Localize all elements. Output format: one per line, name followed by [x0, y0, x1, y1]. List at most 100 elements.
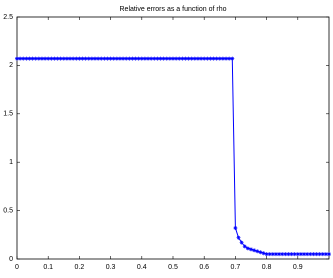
marker [149, 56, 154, 61]
marker [323, 252, 328, 257]
marker [255, 249, 260, 254]
marker [258, 250, 263, 255]
marker [117, 56, 122, 61]
marker [24, 56, 29, 61]
marker [249, 247, 253, 252]
marker [242, 244, 247, 249]
marker [308, 252, 313, 257]
marker [280, 252, 285, 257]
x-tick-label: 0.2 [75, 264, 85, 271]
marker [211, 56, 216, 61]
chart-title: Relative errors as a function of rho [120, 6, 227, 13]
marker [93, 56, 97, 61]
marker [292, 252, 297, 257]
marker [177, 56, 182, 61]
marker [233, 226, 238, 231]
marker [121, 56, 126, 61]
x-tick-label: 0.1 [43, 264, 53, 271]
marker [21, 56, 26, 61]
marker [199, 56, 204, 61]
marker [80, 56, 85, 61]
marker [158, 56, 163, 61]
marker [214, 56, 219, 61]
x-tick-label: 0.6 [199, 264, 209, 271]
marker [289, 252, 294, 257]
y-tick-label: 2.5 [3, 14, 13, 21]
y-tick-label: 1.5 [3, 111, 13, 118]
marker [96, 56, 101, 61]
marker [46, 56, 51, 61]
marker [270, 252, 275, 257]
marker [227, 56, 232, 61]
x-tick-label: 0.9 [293, 264, 303, 271]
marker [30, 56, 35, 61]
marker [68, 56, 73, 61]
marker [43, 56, 48, 61]
marker [83, 56, 88, 61]
marker [208, 56, 213, 61]
marker [155, 56, 160, 61]
axes-box [16, 16, 330, 260]
marker [230, 56, 235, 61]
marker [183, 56, 188, 61]
marker [298, 252, 303, 257]
marker [61, 56, 66, 61]
marker [189, 56, 194, 61]
marker [267, 252, 272, 257]
y-tick-label: 0.5 [3, 207, 13, 214]
marker [114, 56, 119, 61]
marker [77, 56, 82, 61]
marker [33, 56, 38, 61]
x-tick-label: 0.3 [106, 264, 116, 271]
marker [174, 56, 179, 61]
marker [58, 56, 63, 61]
marker [195, 56, 200, 61]
marker [320, 252, 325, 257]
marker [286, 252, 291, 257]
marker [136, 56, 141, 61]
marker [146, 56, 151, 61]
marker [261, 251, 266, 256]
marker [27, 56, 32, 61]
marker [327, 252, 331, 257]
marker [71, 56, 76, 61]
marker [108, 56, 113, 61]
marker [302, 252, 307, 257]
marker [167, 56, 172, 61]
marker [89, 56, 94, 61]
marker [311, 252, 316, 257]
marker [264, 252, 269, 257]
marker [220, 56, 225, 61]
marker [130, 56, 135, 61]
marker [245, 246, 250, 251]
marker [124, 56, 129, 61]
marker [277, 252, 282, 257]
marker [133, 56, 138, 61]
marker [314, 252, 319, 257]
marker [105, 56, 110, 61]
marker [164, 56, 169, 61]
x-tick-label: 0.8 [262, 264, 272, 271]
marker [317, 252, 322, 257]
marker [217, 56, 222, 61]
marker [99, 56, 104, 61]
marker [111, 56, 116, 61]
marker [236, 235, 241, 240]
marker [186, 56, 191, 61]
marker [102, 56, 107, 61]
marker [205, 56, 210, 61]
marker [36, 56, 41, 61]
marker [64, 56, 69, 61]
marker [152, 56, 157, 61]
x-tick-label: 0 [15, 264, 19, 271]
marker [86, 56, 91, 61]
marker [127, 56, 132, 61]
marker [171, 56, 175, 61]
x-tick-label: 0.4 [137, 264, 147, 271]
marker [295, 252, 300, 257]
marker [192, 56, 197, 61]
marker [74, 56, 79, 61]
marker [18, 56, 23, 61]
marker [142, 56, 147, 61]
